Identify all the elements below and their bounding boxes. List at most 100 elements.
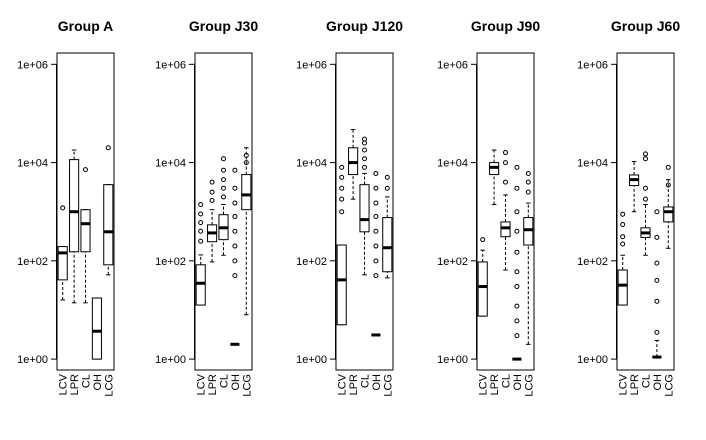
outlier: [514, 249, 520, 255]
x-tick-label: OH: [92, 374, 104, 391]
x-tick-label: LPR: [629, 374, 641, 395]
outlier: [620, 241, 626, 247]
outlier: [525, 170, 531, 176]
y-tick-label: 1e+04: [437, 158, 468, 170]
outlier: [339, 209, 345, 215]
outlier: [232, 273, 238, 279]
outlier: [221, 156, 226, 162]
outlier: [232, 258, 238, 264]
outlier: [198, 220, 204, 226]
outlier: [362, 156, 367, 162]
box: [477, 261, 488, 317]
outlier: [209, 197, 215, 203]
x-tick-label: OH: [512, 374, 524, 391]
y-tick-label: 1e+00: [437, 354, 468, 366]
outlier: [654, 298, 660, 304]
outlier: [198, 211, 204, 217]
panel-title: Group J60: [611, 18, 680, 34]
outlier: [654, 209, 660, 215]
outlier: [198, 202, 204, 208]
outlier: [525, 179, 531, 185]
outlier: [384, 185, 390, 191]
outlier: [339, 185, 345, 191]
box: [336, 244, 347, 326]
outlier: [198, 228, 204, 234]
outlier: [514, 185, 520, 191]
outlier: [480, 237, 486, 243]
plot-frame: [194, 52, 253, 371]
outlier: [373, 258, 379, 264]
panel-title: Group J120: [326, 18, 403, 34]
outlier: [373, 200, 379, 206]
outlier: [339, 164, 345, 170]
outlier: [620, 221, 626, 227]
y-tick-label: 1e+04: [296, 158, 327, 170]
outlier: [514, 318, 520, 324]
y-tick-label: 1e+04: [577, 158, 608, 170]
outlier: [525, 189, 531, 195]
outlier: [373, 185, 379, 191]
y-tick-label: 1e+06: [17, 59, 48, 71]
box: [69, 159, 80, 253]
outlier: [83, 167, 88, 173]
outlier: [232, 228, 238, 234]
outlier: [643, 156, 648, 162]
box: [103, 184, 114, 266]
x-tick-label: CL: [219, 374, 231, 388]
outlier: [514, 303, 520, 309]
y-tick-label: 1e+00: [155, 354, 186, 366]
x-tick-label: CL: [501, 374, 513, 388]
x-tick-label: OH: [652, 374, 664, 391]
y-tick-label: 1e+02: [155, 256, 186, 268]
x-tick-label: LPR: [69, 374, 81, 395]
outlier: [221, 194, 226, 200]
outlier: [665, 182, 671, 188]
outlier: [514, 284, 520, 290]
y-tick-label: 1e+04: [17, 158, 48, 170]
outlier: [243, 152, 249, 158]
outlier: [654, 234, 660, 240]
outlier: [232, 185, 238, 191]
box: [241, 174, 252, 211]
outlier: [232, 200, 238, 206]
box: [359, 184, 370, 233]
outlier: [243, 160, 249, 166]
box: [195, 264, 206, 306]
outlier: [514, 333, 520, 339]
x-tick-label: CL: [81, 374, 93, 388]
y-tick-label: 1e+02: [577, 256, 608, 268]
outlier: [503, 160, 508, 166]
outlier: [643, 185, 648, 191]
x-tick-label: LCV: [337, 373, 349, 395]
box: [663, 206, 674, 223]
outlier: [232, 213, 238, 219]
outlier: [514, 209, 520, 215]
outlier: [373, 273, 379, 279]
panel-title: Group J90: [471, 18, 540, 34]
outlier: [60, 205, 66, 211]
outlier: [339, 174, 345, 180]
y-tick-label: 1e+02: [437, 256, 468, 268]
panel-title: Group J30: [189, 18, 258, 34]
x-tick-label: OH: [371, 374, 383, 391]
outlier: [503, 150, 508, 156]
outlier: [209, 179, 215, 185]
x-tick-label: CL: [641, 374, 653, 388]
outlier: [373, 243, 379, 249]
outlier: [514, 228, 520, 234]
y-tick-label: 1e+00: [577, 354, 608, 366]
x-tick-label: OH: [230, 374, 242, 391]
outlier: [514, 164, 520, 170]
y-tick-label: 1e+06: [437, 59, 468, 71]
outlier: [654, 329, 660, 335]
x-tick-label: CL: [360, 374, 372, 388]
outlier: [209, 189, 215, 195]
y-tick-label: 1e+06: [155, 59, 186, 71]
outlier: [384, 174, 390, 180]
box: [80, 209, 91, 253]
x-tick-label: LPR: [489, 374, 501, 395]
panel-title: Group A: [58, 18, 113, 34]
y-tick-label: 1e+02: [296, 256, 327, 268]
box: [523, 217, 534, 246]
